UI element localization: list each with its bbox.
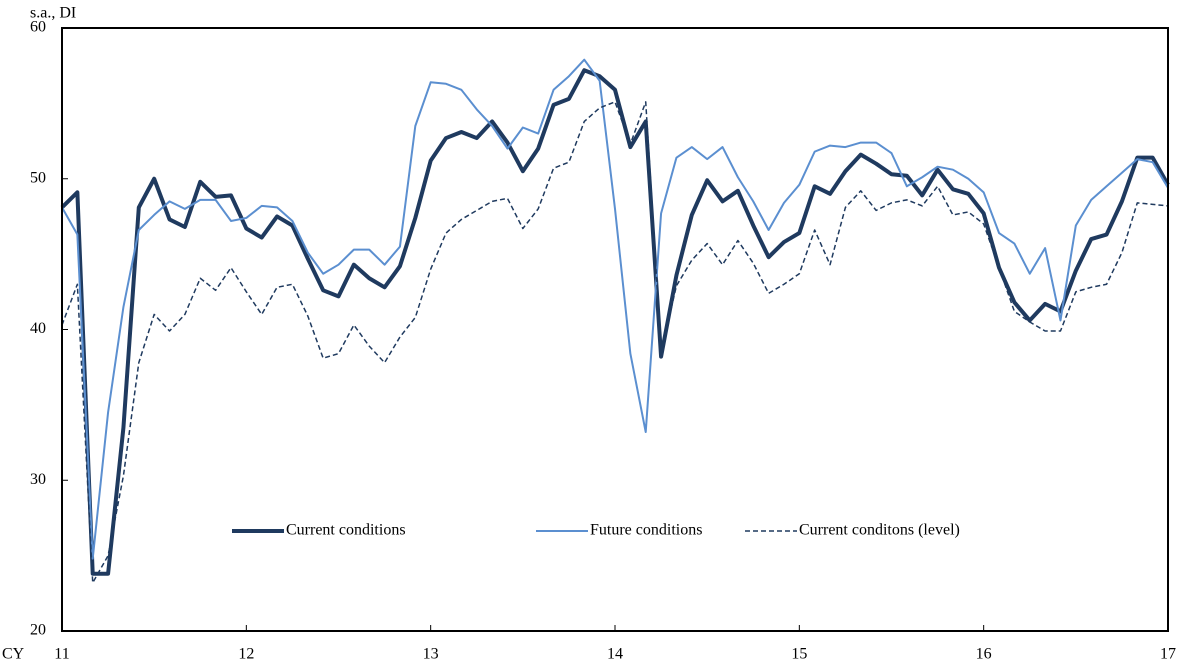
x-tick-label: 12 [238,646,254,663]
y-tick-label: 50 [30,169,46,186]
series-line [60,68,1170,576]
x-tick-label: 15 [791,646,807,663]
x-tick-label: 11 [54,646,69,663]
plot-frame [61,27,1169,632]
legend-label: Future conditions [590,522,702,539]
x-axis-prefix: CY [2,646,25,663]
y-tick-label: 40 [30,320,46,337]
y-tick-label: 30 [30,471,46,488]
x-tick-label: 14 [607,646,623,663]
y-unit-label: s.a., DI [30,5,76,22]
x-tick-label: 13 [423,646,439,663]
y-tick-label: 20 [30,622,46,639]
legend-label: Current conditons (level) [799,522,960,539]
x-tick-label: 17 [1160,646,1176,663]
legend-label: Current conditions [286,522,406,539]
series-line [61,58,1169,560]
x-tick-label: 16 [976,646,992,663]
y-tick-label: 60 [30,19,46,36]
series-line [61,101,1169,584]
